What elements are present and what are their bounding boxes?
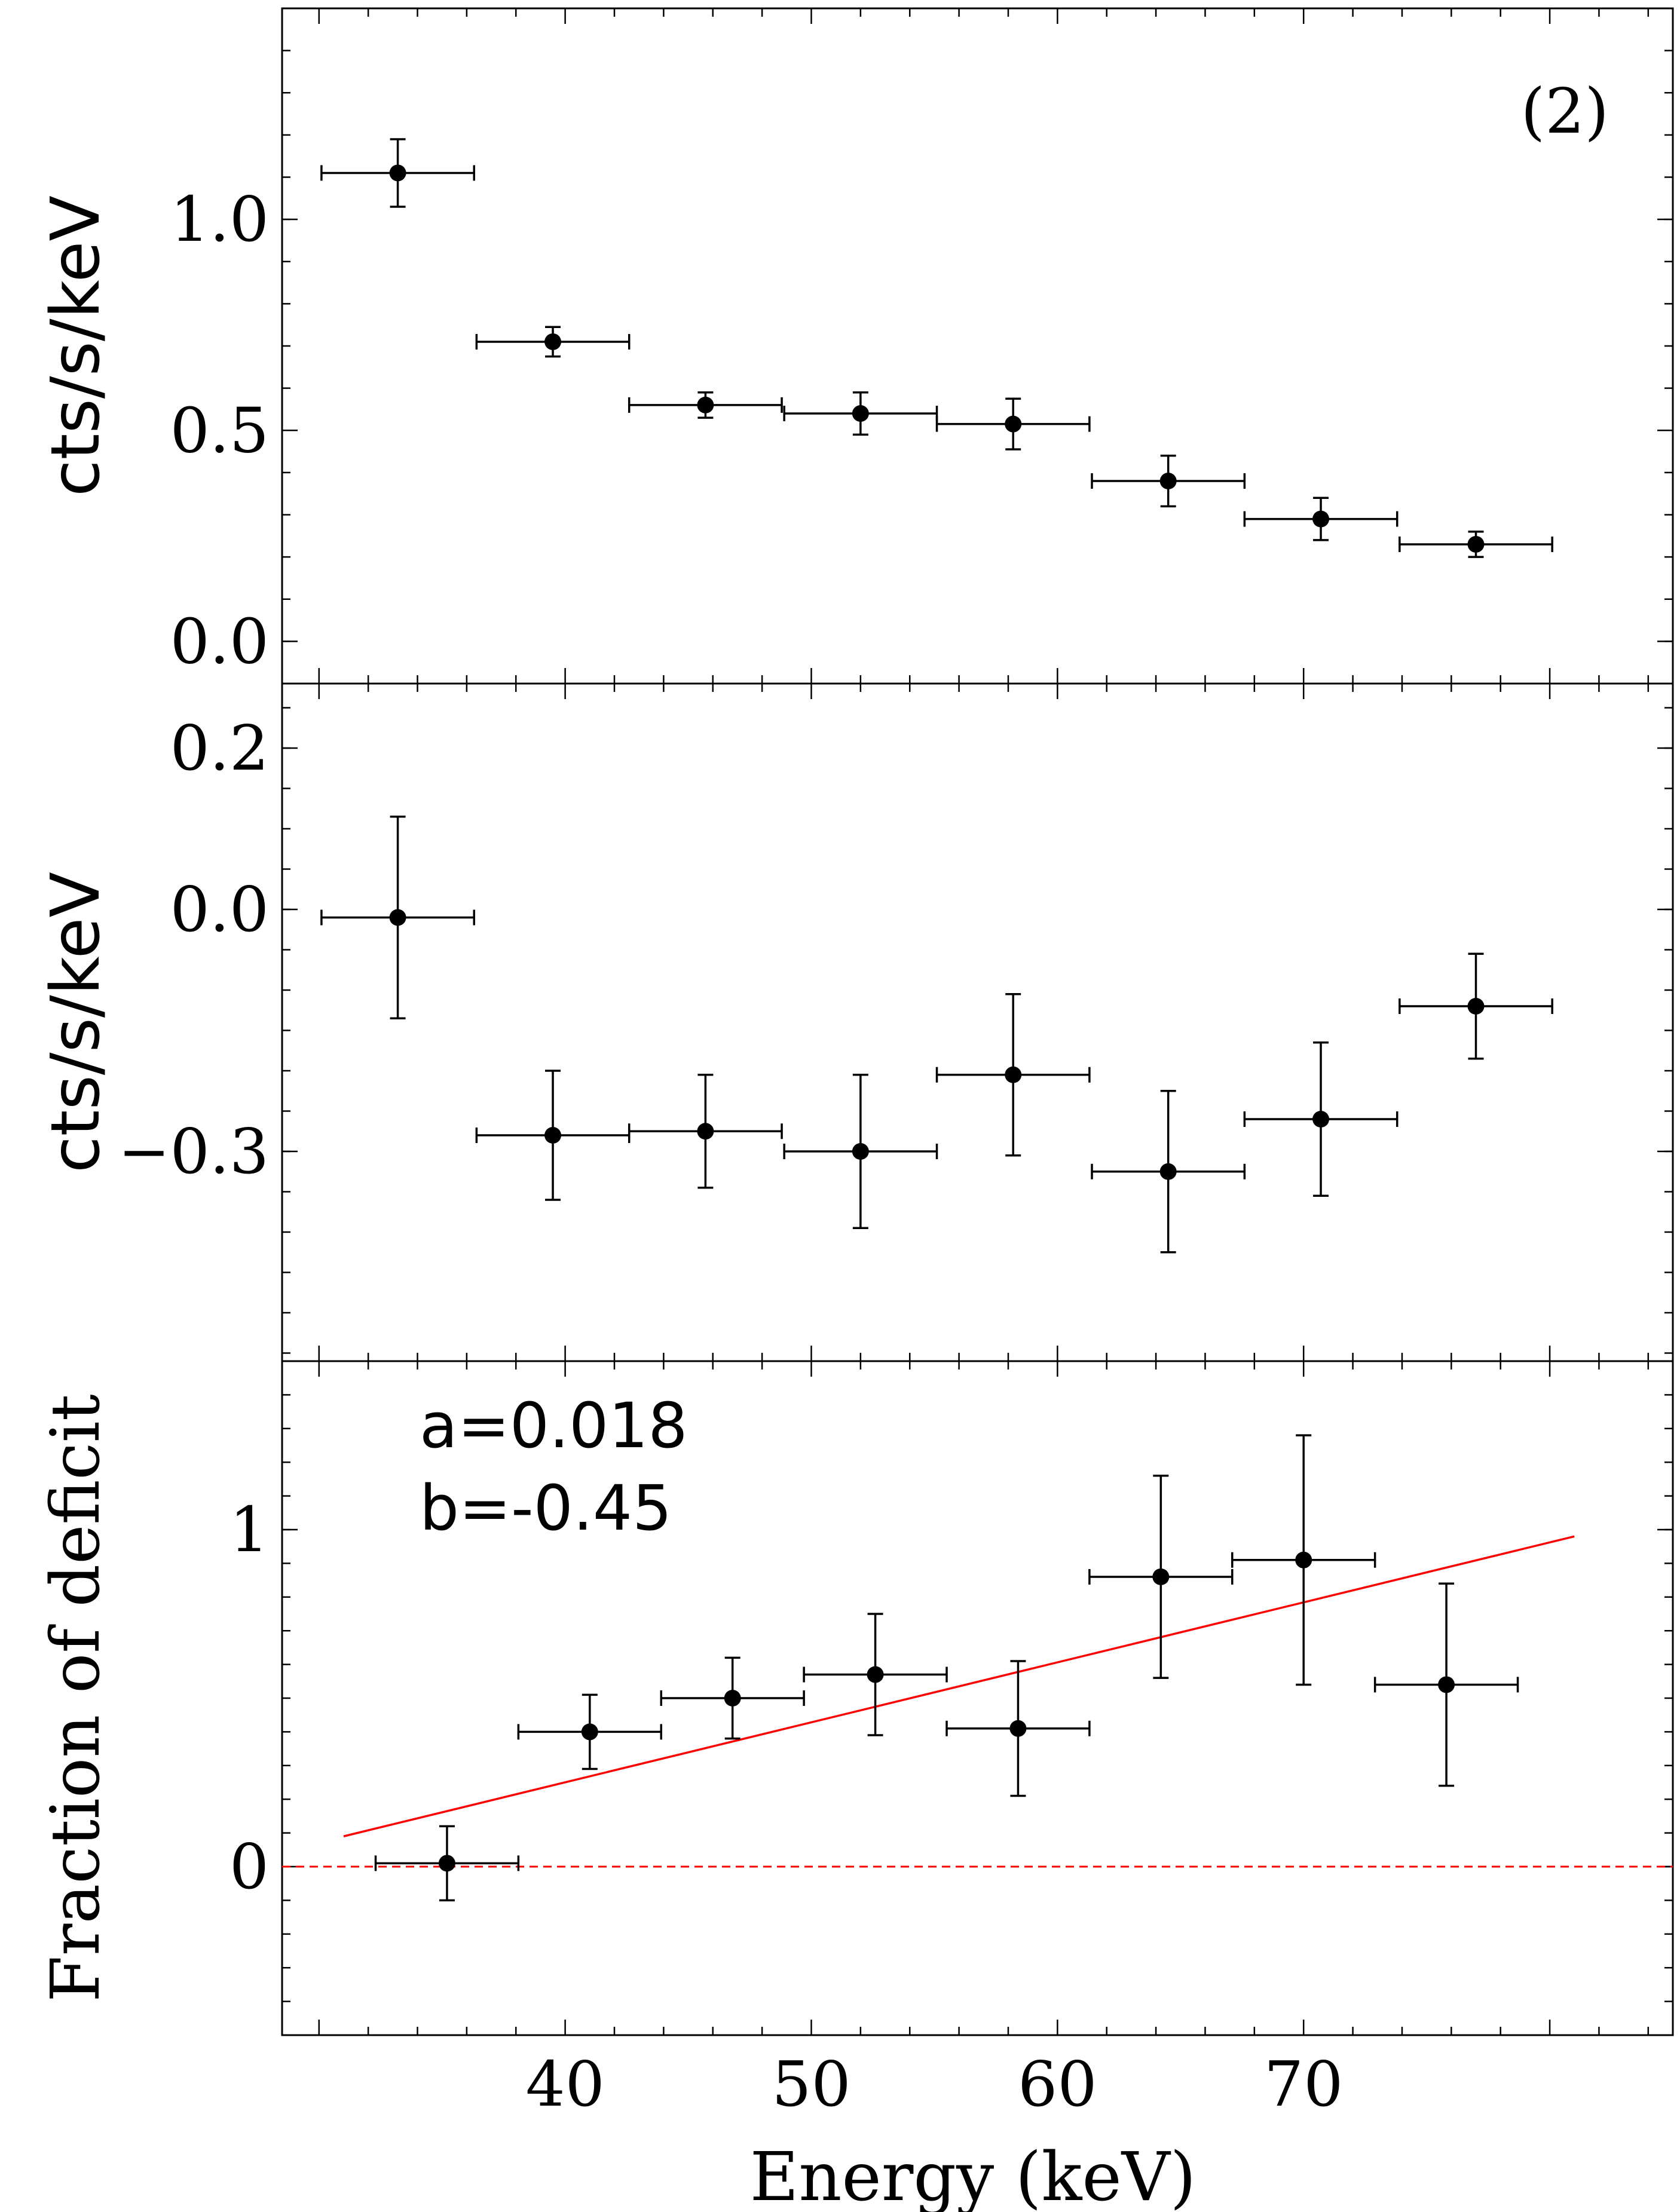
- data-point-group: [628, 391, 783, 419]
- panel-middle-frame: [281, 682, 1674, 1362]
- data-point: [438, 1855, 455, 1872]
- data-point: [1438, 1676, 1455, 1693]
- data-point: [852, 405, 869, 422]
- data-point-group: [935, 993, 1091, 1157]
- data-point: [389, 909, 406, 926]
- y-tick-label: 1.0: [170, 183, 269, 256]
- panel-middle-ylabel: cts/s/keV: [37, 872, 115, 1173]
- panel-bottom-data: [374, 1434, 1519, 1902]
- y-tick-label: −0.3: [118, 1115, 269, 1188]
- panel-top-ylabel: cts/s/keV: [37, 195, 115, 497]
- y-tick-label: 0: [229, 1830, 269, 1903]
- data-point-group: [1231, 1434, 1376, 1686]
- panel-bottom-ylabel: Fraction of deficit: [37, 1394, 115, 2002]
- data-point-group: [1243, 1041, 1399, 1197]
- y-tick-label: 1: [229, 1493, 269, 1566]
- data-point: [544, 1127, 562, 1144]
- data-point: [544, 333, 562, 350]
- panel-top-yticks: 0.0 0.5 1.0: [170, 183, 1673, 678]
- x-axis-label: Energy (keV): [750, 2139, 1196, 2212]
- data-point: [1312, 510, 1330, 528]
- data-point-group: [803, 1613, 948, 1736]
- data-point: [389, 164, 406, 182]
- panel-bottom-frame: [281, 1360, 1674, 2036]
- data-point: [1159, 1163, 1177, 1180]
- x-tick-label: 50: [772, 2048, 850, 2121]
- data-point-group: [628, 1074, 783, 1189]
- data-point: [1009, 1720, 1027, 1737]
- data-point: [697, 396, 714, 413]
- fit-line: [343, 1535, 1575, 1837]
- data-point-group: [320, 816, 475, 1019]
- panel-top-xticks: [318, 8, 1650, 684]
- data-point-group: [1399, 531, 1553, 558]
- panel-top-annotation: (2): [1521, 75, 1609, 148]
- panel-top-data: [320, 138, 1553, 558]
- fit-param-b: b=-0.45: [420, 1472, 672, 1545]
- panel-middle-yticks: −0.3 0.0 0.2: [118, 712, 1673, 1188]
- data-point: [724, 1690, 741, 1707]
- x-tick-label: 40: [525, 2048, 604, 2121]
- data-point: [867, 1666, 884, 1683]
- data-point-group: [374, 1825, 520, 1902]
- data-point-group: [517, 1693, 663, 1770]
- data-point: [697, 1123, 714, 1140]
- data-point-group: [475, 326, 631, 358]
- data-point: [1005, 415, 1022, 433]
- panel-bottom-xticks: 40 50 60 70: [318, 1361, 1650, 2121]
- panel-middle-xticks: [318, 684, 1650, 1361]
- data-point: [1295, 1551, 1312, 1568]
- panel-middle: −0.3 0.0 0.2 cts/s/keV: [37, 682, 1674, 1362]
- panel-top-minor-ticks: [282, 50, 1673, 642]
- fit-param-a: a=0.018: [420, 1389, 688, 1462]
- y-tick-label: 0.5: [170, 394, 269, 467]
- x-tick-label: 60: [1018, 2048, 1097, 2121]
- data-point-group: [783, 1074, 938, 1229]
- panel-middle-data: [320, 816, 1553, 1254]
- panel-middle-minor-ticks: [282, 707, 1673, 1354]
- data-point-group: [935, 397, 1091, 451]
- data-point-group: [1373, 1582, 1519, 1787]
- data-point: [852, 1143, 869, 1160]
- x-tick-label: 70: [1264, 2048, 1343, 2121]
- data-point-group: [945, 1660, 1091, 1797]
- data-point: [1159, 473, 1177, 489]
- data-point-group: [475, 1070, 631, 1201]
- panel-bottom-yticks: 01: [229, 1493, 1673, 1903]
- data-point-group: [660, 1656, 805, 1740]
- y-tick-label: 0.0: [170, 605, 269, 678]
- panel-top-frame: [281, 7, 1674, 685]
- panel-top: 0.0 0.5 1.0 cts/s/keV (2): [37, 7, 1674, 685]
- data-point-group: [1399, 952, 1553, 1060]
- data-point: [1312, 1111, 1330, 1128]
- data-point: [1005, 1066, 1022, 1083]
- panel-bottom: 01 40 50 60 70 Fraction of deficit a=0.018 …: [37, 1360, 1674, 2212]
- data-point: [581, 1723, 598, 1741]
- y-tick-label: 0.0: [170, 873, 269, 946]
- data-point: [1467, 998, 1485, 1015]
- y-tick-label: 0.2: [170, 712, 269, 785]
- data-point-group: [783, 391, 938, 436]
- data-point-group: [1091, 454, 1246, 508]
- data-point: [1152, 1568, 1170, 1585]
- data-point-group: [1091, 1090, 1246, 1254]
- data-point-group: [320, 138, 475, 208]
- data-point-group: [1088, 1475, 1234, 1679]
- data-point: [1467, 535, 1485, 553]
- data-point-group: [1243, 497, 1399, 541]
